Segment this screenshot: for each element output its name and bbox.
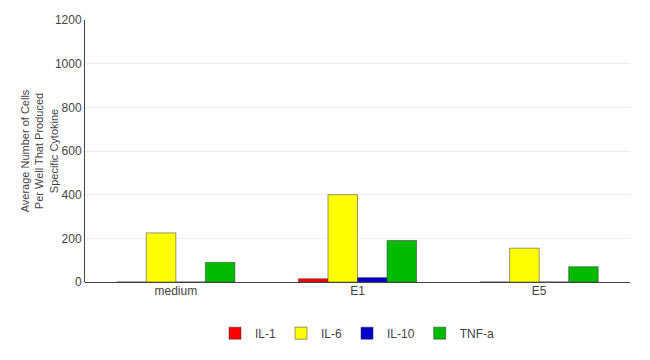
svg-text:0: 0: [75, 275, 82, 289]
svg-text:IL-6: IL-6: [321, 327, 342, 341]
svg-text:Average Number of CellsPer Wel: Average Number of CellsPer Well That Pro…: [19, 89, 60, 212]
svg-text:E5: E5: [532, 284, 547, 298]
svg-text:200: 200: [62, 232, 82, 246]
svg-text:E1: E1: [350, 284, 365, 298]
svg-text:TNF-a: TNF-a: [460, 327, 494, 341]
svg-text:1000: 1000: [55, 57, 82, 71]
svg-text:800: 800: [62, 101, 82, 115]
svg-text:medium: medium: [154, 284, 197, 298]
svg-text:1200: 1200: [55, 13, 82, 27]
svg-text:IL-1: IL-1: [255, 327, 276, 341]
svg-text:IL-10: IL-10: [387, 327, 415, 341]
svg-text:600: 600: [62, 144, 82, 158]
svg-text:400: 400: [62, 188, 82, 202]
